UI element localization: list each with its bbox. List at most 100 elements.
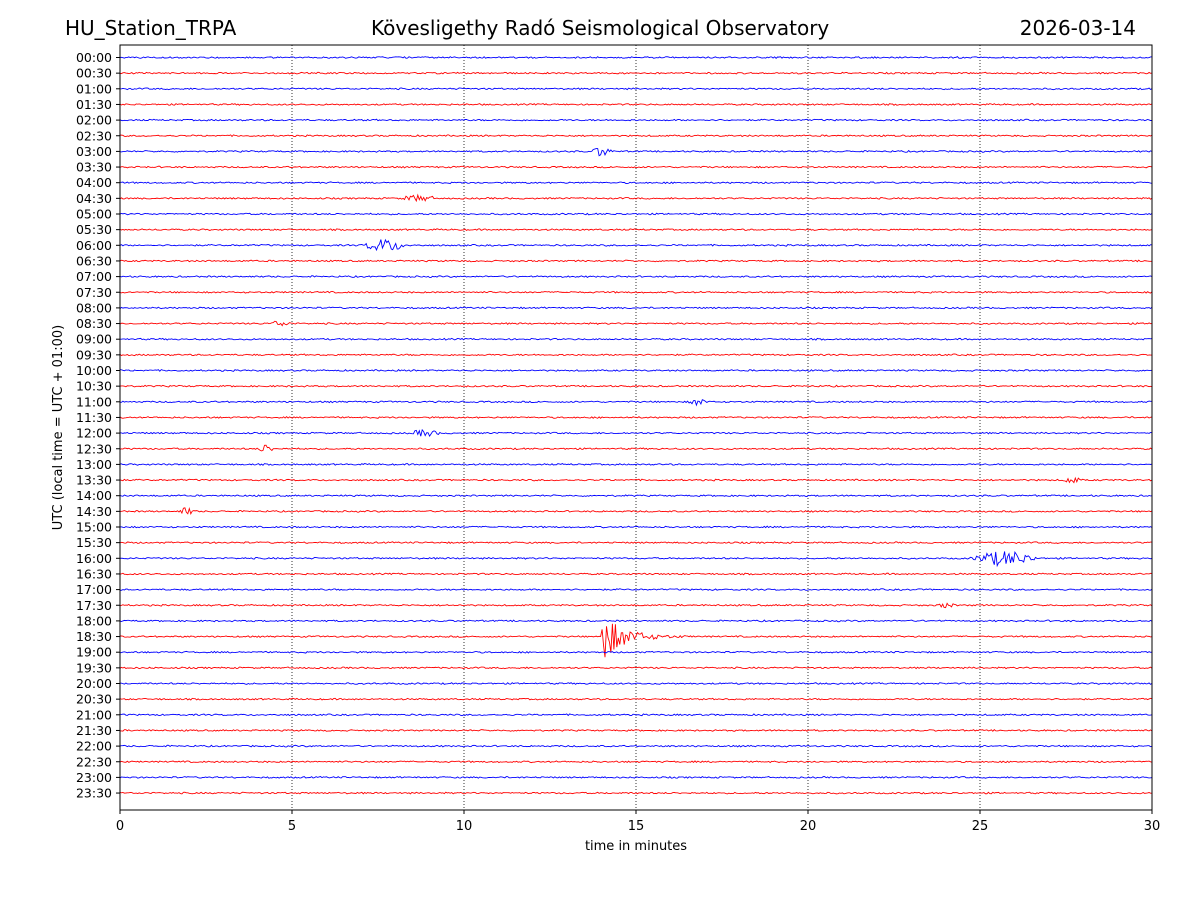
seismic-trace	[119, 729, 1153, 732]
station-name: HU_Station_TRPA	[65, 16, 237, 40]
x-tick-label: 15	[628, 819, 645, 834]
y-tick-label: 00:30	[76, 66, 112, 81]
seismic-trace	[119, 623, 1153, 658]
seismic-trace	[119, 87, 1153, 91]
seismic-trace	[119, 320, 1153, 327]
y-tick-label: 01:30	[76, 97, 112, 112]
y-tick-label: 03:30	[76, 160, 112, 175]
y-tick-label: 19:00	[76, 645, 112, 660]
y-tick-label: 22:30	[76, 754, 112, 769]
y-tick-label: 20:30	[76, 692, 112, 707]
y-tick-label: 01:00	[76, 81, 112, 96]
x-tick-label: 5	[288, 819, 296, 834]
y-tick-label: 15:30	[76, 535, 112, 550]
seismic-trace	[119, 290, 1153, 294]
seismic-trace	[119, 228, 1153, 232]
seismic-trace	[119, 776, 1153, 779]
y-tick-label: 10:30	[76, 379, 112, 394]
seismic-trace	[119, 650, 1153, 654]
seismic-trace	[119, 619, 1153, 623]
x-tick-label: 10	[456, 819, 473, 834]
seismic-trace	[119, 415, 1153, 419]
x-tick-label: 25	[972, 819, 989, 834]
seismic-trace	[119, 744, 1153, 748]
y-tick-label: 04:30	[76, 191, 112, 206]
y-tick-label: 14:00	[76, 488, 112, 503]
y-tick-label: 11:00	[76, 394, 112, 409]
seismic-trace	[119, 507, 1153, 516]
y-tick-label: 13:00	[76, 457, 112, 472]
y-tick-label: 08:00	[76, 300, 112, 315]
seismic-trace	[119, 103, 1153, 106]
y-tick-label: 12:30	[76, 441, 112, 456]
x-tick-label: 30	[1144, 819, 1161, 834]
y-tick-label: 06:30	[76, 253, 112, 268]
y-tick-label: 20:00	[76, 676, 112, 691]
y-tick-label: 02:30	[76, 128, 112, 143]
seismic-trace	[119, 550, 1153, 568]
seismic-trace	[119, 541, 1152, 545]
seismic-trace	[119, 306, 1153, 310]
seismic-trace	[119, 602, 1153, 609]
y-tick-label: 09:30	[76, 347, 112, 362]
seismic-trace	[119, 666, 1153, 670]
y-tick-label: 11:30	[76, 410, 112, 425]
y-tick-label: 18:30	[76, 629, 112, 644]
x-axis-label: time in minutes	[585, 839, 687, 854]
seismic-trace	[119, 494, 1153, 498]
seismic-trace	[119, 682, 1153, 685]
seismic-trace	[119, 697, 1153, 701]
seismic-trace	[119, 713, 1153, 717]
y-tick-label: 05:00	[76, 207, 112, 222]
seismic-trace	[119, 71, 1153, 75]
seismic-trace	[119, 399, 1153, 407]
y-tick-label: 06:00	[76, 238, 112, 253]
seismic-trace	[119, 525, 1153, 529]
observatory-title: Kövesligethy Radó Seismological Observat…	[371, 16, 830, 40]
x-tick-label: 20	[800, 819, 817, 834]
seismic-trace	[119, 572, 1153, 576]
y-tick-label: 15:00	[76, 520, 112, 535]
seismic-trace	[119, 181, 1153, 185]
y-tick-label: 03:00	[76, 144, 112, 159]
y-tick-label: 05:30	[76, 222, 112, 237]
seismic-trace	[119, 56, 1153, 60]
x-tick-label: 0	[116, 819, 124, 834]
seismic-trace	[119, 760, 1153, 764]
y-tick-label: 21:30	[76, 723, 112, 738]
seismic-trace	[119, 212, 1153, 216]
y-tick-label: 21:00	[76, 707, 112, 722]
seismic-trace	[119, 259, 1153, 263]
y-tick-label: 07:30	[76, 285, 112, 300]
y-tick-label: 16:30	[76, 566, 112, 581]
seismic-trace	[119, 791, 1153, 795]
seismic-trace	[119, 148, 1153, 157]
seismic-trace	[119, 165, 1153, 169]
y-tick-label: 17:30	[76, 598, 112, 613]
y-tick-label: 23:30	[76, 786, 112, 801]
y-tick-label: 04:00	[76, 175, 112, 190]
seismic-trace	[119, 134, 1153, 138]
seismic-trace	[119, 275, 1153, 279]
y-tick-label: 18:00	[76, 613, 112, 628]
seismic-trace	[119, 369, 1153, 372]
y-tick-label: 16:00	[76, 551, 112, 566]
y-tick-label: 13:30	[76, 473, 112, 488]
y-tick-label: 22:00	[76, 739, 112, 754]
y-tick-label: 08:30	[76, 316, 112, 331]
y-tick-label: 00:00	[76, 50, 112, 65]
seismic-trace	[119, 588, 1153, 591]
y-tick-label: 02:00	[76, 113, 112, 128]
seismic-trace	[119, 444, 1153, 452]
y-tick-label: 17:00	[76, 582, 112, 597]
seismic-trace	[119, 193, 1153, 203]
seismic-trace	[119, 476, 1153, 484]
seismic-trace	[119, 384, 1153, 388]
y-tick-label: 23:00	[76, 770, 112, 785]
record-date: 2026-03-14	[1019, 16, 1136, 40]
seismic-trace	[119, 337, 1153, 341]
y-tick-label: 19:30	[76, 660, 112, 675]
seismic-trace	[119, 353, 1153, 357]
